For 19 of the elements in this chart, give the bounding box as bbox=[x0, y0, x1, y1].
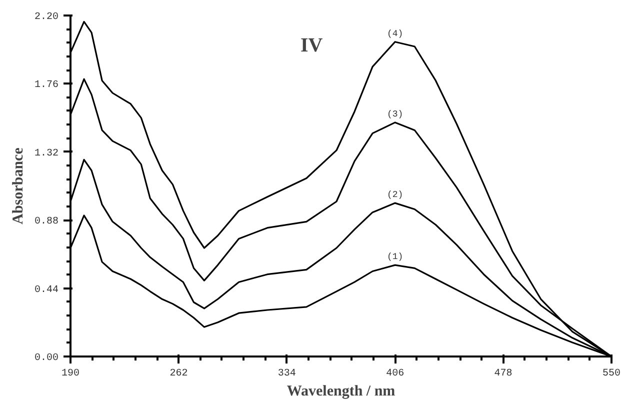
y-tick-label: 0.00 bbox=[34, 353, 59, 364]
y-tick-label: 0.44 bbox=[34, 284, 59, 296]
y-tick-label: 0.88 bbox=[34, 216, 59, 228]
x-tick-label: 406 bbox=[386, 368, 404, 380]
y-tick-label: 2.20 bbox=[34, 12, 59, 23]
y-axis-title: Absorbance bbox=[10, 147, 26, 224]
series-label: (2) bbox=[387, 190, 404, 200]
x-tick-label: 190 bbox=[62, 368, 80, 380]
x-tick-label: 334 bbox=[278, 368, 296, 380]
annotation: IV bbox=[300, 34, 324, 56]
series-label: (3) bbox=[387, 109, 404, 120]
x-tick-label: 478 bbox=[494, 368, 512, 380]
y-tick-label: 1.32 bbox=[34, 148, 59, 160]
x-axis-title: Wavelength / nm bbox=[286, 384, 396, 400]
x-tick-label: 550 bbox=[602, 368, 621, 380]
x-tick-label: 262 bbox=[170, 368, 188, 380]
y-tick-label: 1.76 bbox=[34, 80, 59, 92]
series-label: (4) bbox=[387, 28, 404, 39]
series-label: (1) bbox=[387, 252, 404, 262]
